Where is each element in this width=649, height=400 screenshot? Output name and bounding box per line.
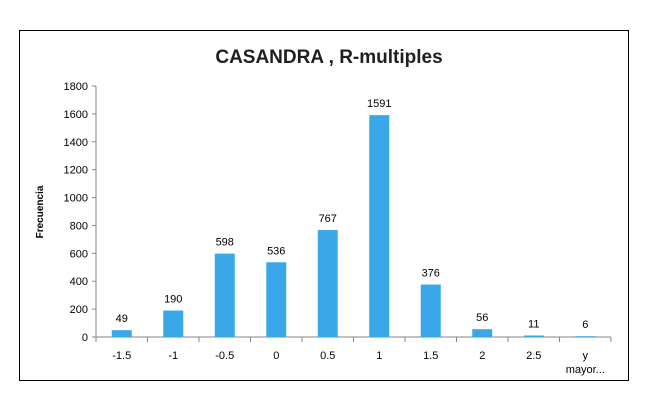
bar (575, 336, 596, 337)
x-tick-label: -1 (168, 350, 178, 362)
data-label: 56 (476, 312, 488, 324)
y-tick-label: 200 (70, 304, 88, 316)
bar (369, 115, 390, 337)
y-axis-label: Frecuencia (35, 185, 46, 238)
y-tick-label: 0 (82, 332, 88, 344)
bar (266, 262, 287, 337)
y-tick-label: 1600 (64, 109, 88, 121)
y-tick-label: 1400 (64, 137, 88, 149)
data-label: 190 (164, 294, 182, 306)
y-tick-label: 1000 (64, 193, 88, 205)
x-tick-label: -1.5 (112, 350, 131, 362)
bar (214, 253, 235, 337)
y-axis: 0 200 400 600 800 1000 1200 1400 1600 1800 (64, 81, 97, 344)
data-label: 376 (422, 268, 440, 280)
x-tick-label: 2.5 (526, 350, 541, 362)
y-tick-label: 800 (70, 220, 88, 232)
bar (472, 329, 493, 337)
data-label: 49 (116, 313, 128, 325)
x-tick-label: 2 (479, 350, 485, 362)
data-label: 11 (528, 318, 539, 330)
x-tick-label: 1.5 (423, 350, 438, 362)
data-labels: 49 190 598 536 767 1591 376 56 11 6 (116, 98, 589, 331)
data-label: 536 (267, 245, 285, 257)
x-tick-label: 0 (273, 350, 279, 362)
data-label: 767 (319, 213, 337, 225)
x-tick-label: -0.5 (215, 350, 234, 362)
x-tick-label: 1 (376, 350, 382, 362)
bar (523, 335, 544, 337)
x-tick-label: 0.5 (320, 350, 335, 362)
y-tick-label: 1800 (64, 81, 88, 93)
x-axis: -1.5 -1 -0.5 0 0.5 1 1.5 2 2.5 y mayor... (95, 336, 612, 376)
chart-title: CASANDRA , R-multiples (215, 47, 442, 68)
y-tick-label: 400 (70, 276, 88, 288)
bar (111, 330, 132, 337)
data-label: 1591 (367, 98, 391, 110)
bar (163, 310, 184, 337)
y-tick-label: 600 (70, 248, 88, 260)
y-tick-label: 1200 (64, 165, 88, 177)
bars (111, 115, 596, 337)
bar (317, 230, 338, 337)
data-label: 598 (216, 237, 234, 249)
bar (420, 284, 441, 337)
data-label: 6 (582, 319, 588, 331)
x-tick-label: y mayor... (566, 350, 605, 376)
